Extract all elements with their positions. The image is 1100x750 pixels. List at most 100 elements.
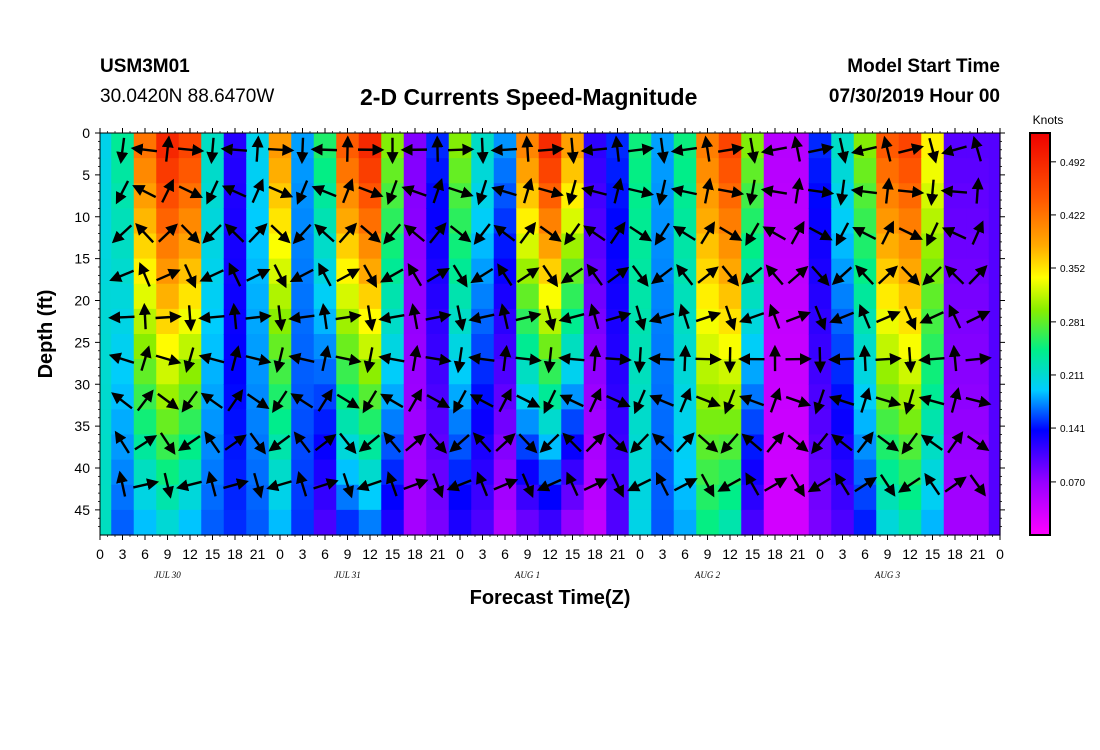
heatmap-cell — [943, 509, 967, 536]
heatmap-cell — [448, 233, 472, 260]
current-arrow — [649, 394, 675, 407]
current-arrow — [564, 222, 581, 246]
day-label: AUG 1 — [514, 570, 540, 580]
heatmap-cell — [381, 409, 405, 436]
heatmap-cell — [538, 133, 562, 159]
heatmap-cell — [223, 208, 247, 235]
current-arrow — [651, 267, 673, 285]
heatmap-cell — [358, 334, 382, 360]
heatmap-cell — [741, 233, 765, 260]
current-arrow — [380, 393, 404, 409]
heatmap-cell — [898, 409, 922, 436]
heatmap-cell — [628, 158, 652, 184]
heatmap-cell — [403, 384, 427, 410]
heatmap-cell — [808, 509, 832, 536]
heatmap-cell — [561, 484, 585, 511]
heatmap-cell — [381, 359, 405, 385]
current-arrow — [198, 311, 225, 324]
heatmap-cell — [471, 334, 495, 360]
x-tick-label: 6 — [141, 546, 149, 562]
current-arrow — [449, 225, 472, 243]
heatmap-cell — [426, 208, 450, 235]
current-arrow — [566, 471, 579, 497]
heatmap-cell — [493, 434, 517, 461]
y-tick-label: 40 — [74, 460, 90, 476]
heatmap-cell — [966, 484, 990, 511]
heatmap-cell — [718, 158, 742, 184]
current-arrow — [787, 265, 809, 285]
current-arrow — [944, 265, 965, 285]
current-arrow — [656, 179, 668, 206]
current-arrow — [859, 387, 872, 413]
heatmap-cell — [876, 233, 900, 260]
heatmap-cell — [876, 334, 900, 360]
heatmap-cell — [516, 459, 540, 486]
heatmap-cell — [358, 158, 382, 184]
current-arrow — [855, 264, 875, 285]
heatmap-cell — [583, 133, 607, 159]
heatmap-cell — [853, 434, 877, 461]
heatmap-cell — [291, 208, 315, 235]
heatmap-cell — [741, 158, 765, 184]
model-start-value: 07/30/2019 Hour 00 — [828, 86, 1000, 107]
heatmap-cell — [696, 308, 720, 335]
heatmap-cell — [100, 409, 112, 436]
heatmap-cell — [786, 334, 810, 360]
current-arrow — [611, 135, 624, 162]
heatmap-cell — [381, 208, 405, 235]
heatmap-cell — [246, 158, 270, 184]
heatmap-cell — [943, 484, 967, 511]
heatmap-cell — [876, 484, 900, 511]
x-tick-label: 12 — [722, 546, 738, 562]
heatmap-cell — [336, 208, 360, 235]
heatmap-cell — [696, 158, 720, 184]
current-arrow — [223, 478, 249, 490]
current-arrow — [877, 434, 900, 452]
heatmap-cell — [831, 208, 855, 235]
x-tick-label: 0 — [456, 546, 464, 562]
heatmap-cell — [538, 158, 562, 184]
current-arrow — [764, 477, 788, 492]
heatmap-cell — [966, 459, 990, 486]
current-arrow — [544, 305, 557, 332]
heatmap-cell — [853, 183, 877, 209]
heatmap-cell — [336, 459, 360, 486]
current-arrow — [948, 344, 961, 372]
heatmap-cell — [808, 158, 832, 184]
heatmap-cell — [651, 409, 675, 436]
current-arrow — [228, 262, 242, 287]
current-arrow — [904, 347, 917, 374]
heatmap-cell — [516, 409, 540, 436]
heatmap-cell — [538, 258, 562, 285]
heatmap-cell — [381, 334, 405, 360]
current-arrow — [248, 223, 268, 243]
heatmap-cell — [673, 183, 697, 209]
current-arrow — [566, 137, 579, 165]
current-arrow — [272, 390, 288, 414]
current-arrow — [177, 144, 205, 156]
current-arrow — [425, 353, 452, 366]
current-arrow — [252, 472, 264, 499]
heatmap-cell — [336, 409, 360, 436]
heatmap-cell — [628, 183, 652, 209]
current-arrow — [490, 143, 518, 156]
heatmap-cell — [763, 258, 787, 285]
current-arrow — [588, 387, 602, 413]
heatmap-cell — [178, 359, 202, 385]
heatmap-cell — [651, 283, 675, 310]
heatmap-cell — [223, 359, 247, 385]
heatmap-cell — [493, 384, 517, 410]
current-arrow — [971, 135, 983, 162]
heatmap-cell — [786, 409, 810, 436]
x-tick-label: 12 — [902, 546, 918, 562]
current-arrow — [473, 223, 491, 245]
heatmap-cell — [831, 359, 855, 385]
current-arrow — [676, 264, 694, 286]
heatmap-cell — [133, 509, 157, 536]
heatmap-cell — [493, 208, 517, 235]
current-arrow — [897, 185, 925, 198]
heatmap-cell — [741, 283, 765, 310]
heatmap-cell — [471, 509, 495, 536]
heatmap-cell — [201, 409, 225, 436]
